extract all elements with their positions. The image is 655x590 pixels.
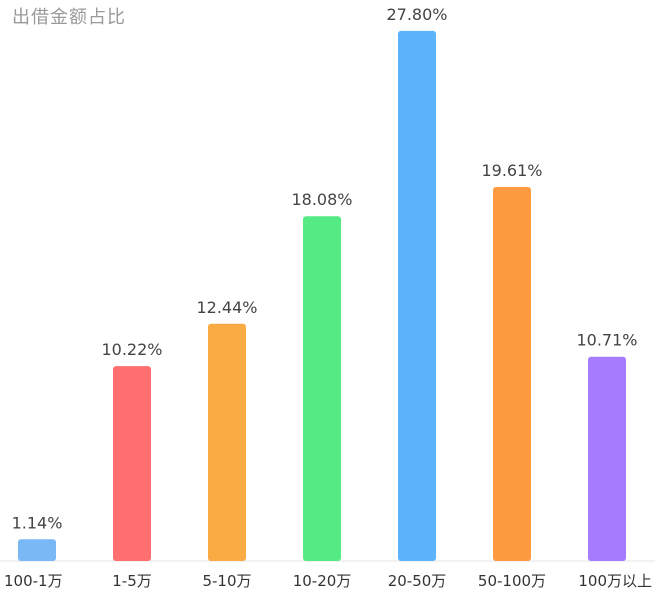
value-label-1: 1.14%: [12, 513, 63, 532]
x-tick-label-4: 10-20万: [293, 572, 352, 590]
bar-5: [398, 30, 436, 562]
x-tick-label-7: 100万以上: [578, 572, 652, 590]
value-label-7: 10.71%: [576, 331, 637, 350]
chart-title: 出借金额占比: [12, 7, 126, 28]
tick-labels-layer: 100-1万 1-5万 5-10万 10-20万 20-50万 50-100万 100万以上: [4, 572, 652, 590]
bar-3: [208, 323, 246, 561]
x-tick-label-2: 1-5万: [112, 572, 152, 590]
bar-7: [588, 356, 626, 561]
value-label-5: 27.80%: [386, 5, 447, 24]
x-tick-label-6: 50-100万: [478, 572, 546, 590]
value-labels-layer: 1.14% 10.22% 12.44% 18.08% 27.80% 19.61% 10.71…: [12, 5, 638, 532]
x-tick-label-5: 20-50万: [388, 572, 447, 590]
value-label-3: 12.44%: [196, 298, 257, 317]
x-tick-label-1: 100-1万: [4, 572, 63, 590]
bars-layer: [18, 30, 626, 562]
x-tick-label-3: 5-10万: [202, 572, 251, 590]
bar-6: [493, 187, 531, 562]
bar-4: [303, 216, 341, 561]
value-label-2: 10.22%: [101, 340, 162, 359]
value-label-4: 18.08%: [291, 190, 352, 209]
bar-2: [113, 366, 151, 561]
value-label-6: 19.61%: [481, 161, 542, 180]
bar-1: [18, 539, 56, 561]
